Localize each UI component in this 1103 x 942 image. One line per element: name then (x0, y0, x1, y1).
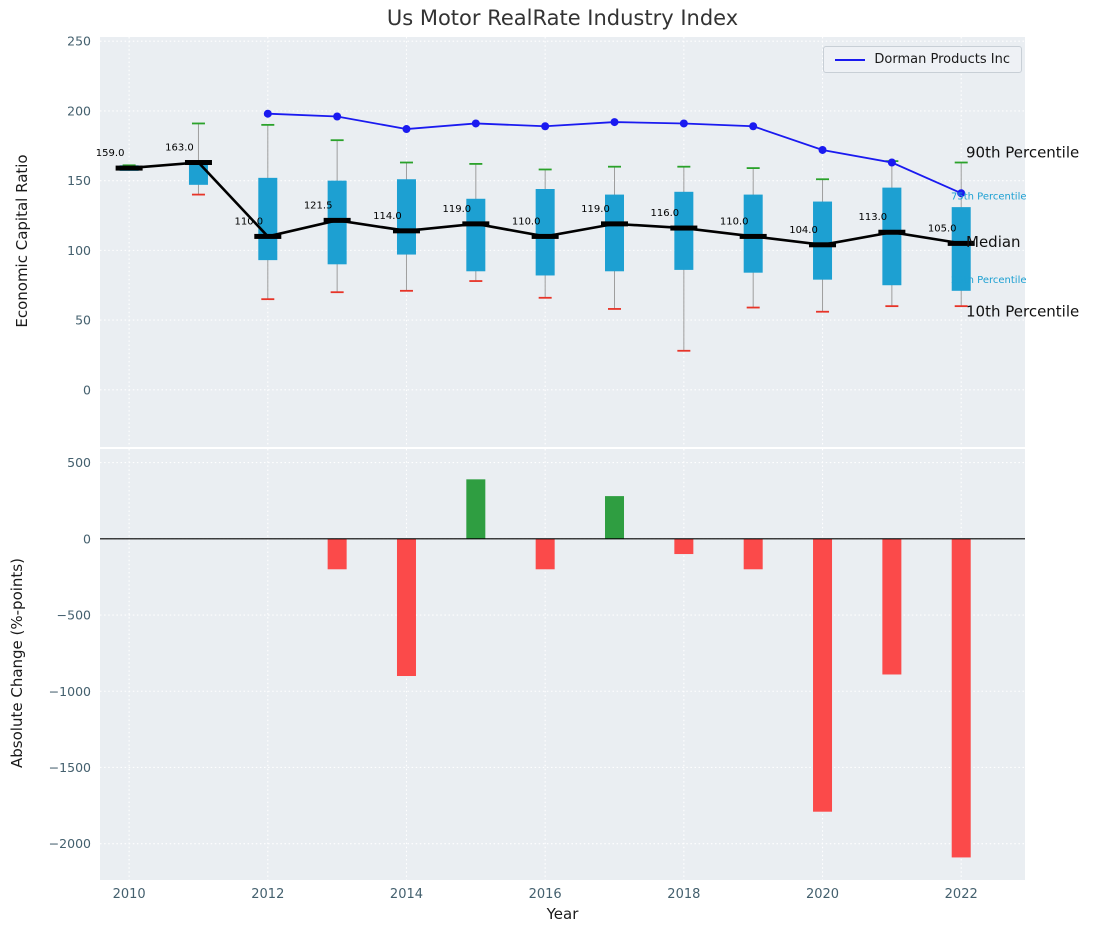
change-bar (674, 538, 694, 555)
company-dot (749, 122, 758, 131)
x-tick-label: 2010 (113, 887, 146, 902)
median-marker (184, 160, 212, 166)
median-value-label: 116.0 (651, 208, 680, 219)
median-value-label: 113.0 (859, 212, 888, 223)
median-value-label: 119.0 (581, 204, 610, 215)
change-bar (882, 538, 902, 675)
top-y-tick-label: 250 (67, 34, 91, 49)
change-bar (605, 496, 625, 539)
company-dot (818, 145, 827, 154)
iqr-box (535, 189, 555, 276)
change-bar (466, 479, 486, 539)
median-value-label: 121.5 (304, 200, 333, 211)
median-marker (462, 221, 490, 227)
change-bar (743, 538, 763, 570)
x-tick-label: 2012 (251, 887, 284, 902)
company-dot (402, 125, 411, 134)
iqr-box (466, 198, 486, 272)
median-value-label: 119.0 (443, 204, 472, 215)
bottom-y-tick-label: 0 (83, 531, 91, 546)
percentile-annotation: 25th Percentile (951, 275, 1027, 286)
median-value-label: 110.0 (720, 216, 749, 227)
iqr-box (605, 194, 625, 272)
x-tick-label: 2018 (667, 887, 700, 902)
top-y-tick-label: 50 (75, 313, 91, 328)
change-bar (396, 538, 416, 677)
company-dot (541, 122, 550, 131)
top-y-tick-label: 200 (67, 103, 91, 118)
chart-title: Us Motor RealRate Industry Index (386, 6, 739, 30)
median-value-label: 104.0 (789, 225, 818, 236)
change-bar (327, 538, 347, 570)
change-bar (813, 538, 833, 812)
company-dot (887, 158, 896, 167)
median-marker (601, 221, 629, 227)
median-marker (809, 242, 837, 248)
percentile-annotation: 10th Percentile (966, 303, 1079, 321)
legend: Dorman Products Inc (823, 46, 1022, 73)
median-value-label: 110.0 (234, 216, 263, 227)
median-value-label: 114.0 (373, 211, 402, 222)
bottom-y-tick-label: −1000 (49, 684, 91, 699)
top-y-tick-label: 100 (67, 243, 91, 258)
company-dot (471, 119, 480, 128)
bottom-y-tick-label: −2000 (49, 836, 91, 851)
iqr-box (674, 191, 694, 270)
legend-label: Dorman Products Inc (874, 52, 1010, 67)
bottom-y-tick-label: −1500 (49, 760, 91, 775)
median-marker (392, 228, 420, 234)
bottom-y-axis-label: Absolute Change (%-points) (8, 558, 26, 768)
company-dot (957, 189, 966, 198)
company-dot (679, 119, 688, 128)
change-bar (951, 538, 971, 858)
median-value-label: 163.0 (165, 143, 194, 154)
iqr-box (951, 207, 971, 291)
iqr-box (743, 194, 763, 273)
median-marker (670, 225, 698, 231)
median-marker (947, 240, 975, 246)
median-value-label: 110.0 (512, 216, 541, 227)
percentile-annotation: 75th Percentile (951, 191, 1027, 202)
median-value-label: 159.0 (96, 148, 125, 159)
top-y-tick-label: 0 (83, 382, 91, 397)
x-tick-label: 2020 (806, 887, 839, 902)
percentile-annotation: Median (966, 233, 1021, 251)
iqr-box (813, 201, 833, 280)
median-marker (878, 229, 906, 235)
x-axis-label: Year (546, 905, 579, 923)
top-y-tick-label: 150 (67, 173, 91, 188)
percentile-annotation: 90th Percentile (966, 144, 1079, 162)
bottom-y-tick-label: 500 (67, 455, 91, 470)
change-bar (535, 538, 555, 570)
x-tick-label: 2022 (945, 887, 978, 902)
median-value-label: 105.0 (928, 223, 957, 234)
company-dot (333, 112, 342, 121)
iqr-box (258, 177, 278, 261)
median-marker (254, 233, 282, 239)
median-marker (531, 233, 559, 239)
median-marker (739, 233, 767, 239)
bottom-panel: 500 0 −500 −1000 −1500 −2000 2010 2012 2014 2016 2… (49, 449, 1025, 902)
company-dot (263, 109, 272, 118)
top-panel-bg (100, 37, 1025, 447)
bottom-y-tick-label: −500 (57, 608, 91, 623)
top-panel: 0 50 100 150 200 250 159.0 163.0 110.0 121.5 114.0… (67, 34, 1079, 447)
bottom-panel-bg (100, 449, 1025, 880)
top-y-axis-label: Economic Capital Ratio (13, 154, 31, 328)
x-tick-label: 2016 (529, 887, 562, 902)
company-dot (610, 118, 619, 127)
x-tick-label: 2014 (390, 887, 423, 902)
median-marker (115, 165, 143, 171)
iqr-box (396, 179, 416, 255)
iqr-box (882, 187, 902, 286)
legend-line-sample (835, 58, 866, 61)
median-marker (323, 217, 351, 223)
